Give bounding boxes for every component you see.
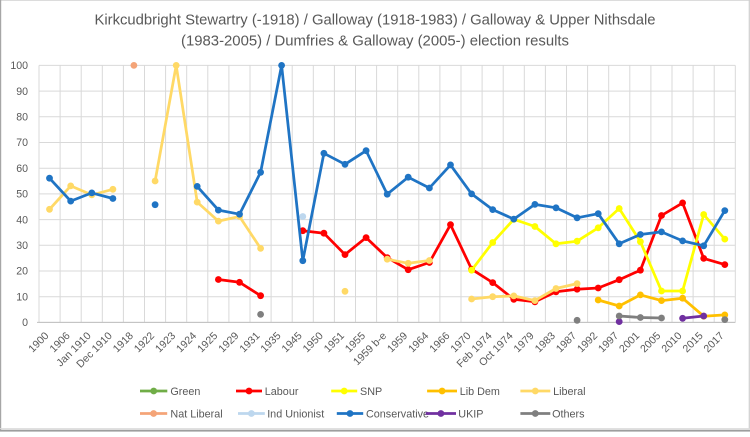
svg-text:100: 100 bbox=[10, 60, 28, 72]
svg-text:Nat Liberal: Nat Liberal bbox=[170, 408, 222, 420]
svg-text:(1983-2005) / Dumfries & Gallo: (1983-2005) / Dumfries & Galloway (2005-… bbox=[181, 33, 569, 50]
svg-text:30: 30 bbox=[16, 240, 28, 252]
svg-text:SNP: SNP bbox=[360, 386, 382, 398]
svg-text:70: 70 bbox=[16, 137, 28, 149]
svg-text:50: 50 bbox=[16, 189, 28, 201]
svg-text:Kirkcudbright Stewartry (-191: Kirkcudbright Stewartry (-1918) / Gallow… bbox=[95, 12, 656, 29]
svg-text:Conservative: Conservative bbox=[366, 408, 429, 420]
svg-text:90: 90 bbox=[16, 86, 28, 98]
svg-text:Ind Unionist: Ind Unionist bbox=[267, 408, 324, 420]
svg-text:Labour: Labour bbox=[265, 386, 299, 398]
svg-text:Green: Green bbox=[170, 386, 200, 398]
svg-text:UKIP: UKIP bbox=[458, 408, 483, 420]
svg-text:0: 0 bbox=[22, 317, 28, 329]
svg-text:10: 10 bbox=[16, 291, 28, 303]
svg-text:Lib Dem: Lib Dem bbox=[460, 386, 500, 398]
svg-text:Others: Others bbox=[552, 408, 585, 420]
svg-text:80: 80 bbox=[16, 112, 28, 124]
svg-text:60: 60 bbox=[16, 163, 28, 175]
svg-text:Liberal: Liberal bbox=[553, 386, 585, 398]
svg-text:20: 20 bbox=[16, 266, 28, 278]
svg-text:40: 40 bbox=[16, 214, 28, 226]
